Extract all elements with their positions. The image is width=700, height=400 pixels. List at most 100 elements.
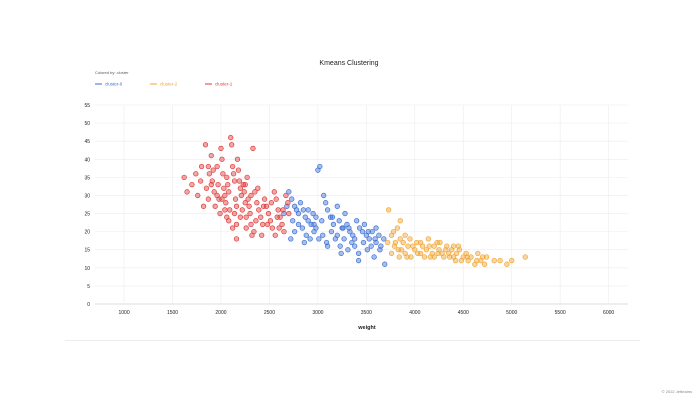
data-point[interactable]	[354, 218, 360, 224]
data-point[interactable]	[410, 243, 416, 249]
data-point[interactable]	[405, 243, 411, 249]
data-point[interactable]	[382, 261, 388, 267]
data-point[interactable]	[359, 228, 366, 235]
data-point[interactable]	[468, 254, 474, 260]
data-point[interactable]	[295, 210, 302, 217]
data-point[interactable]	[400, 239, 406, 246]
data-point[interactable]	[214, 163, 220, 170]
data-point[interactable]	[366, 236, 372, 242]
data-point[interactable]	[215, 181, 221, 188]
data-point[interactable]	[189, 181, 195, 188]
data-point[interactable]	[435, 250, 441, 256]
data-point[interactable]	[279, 221, 285, 228]
data-point[interactable]	[243, 225, 249, 231]
data-point[interactable]	[276, 225, 282, 231]
data-point[interactable]	[223, 200, 229, 206]
data-point[interactable]	[224, 214, 230, 220]
data-point[interactable]	[385, 239, 391, 246]
data-point[interactable]	[334, 203, 340, 209]
data-point[interactable]	[295, 221, 302, 228]
data-point[interactable]	[254, 200, 260, 206]
data-point[interactable]	[369, 228, 375, 235]
data-point[interactable]	[361, 221, 368, 228]
data-point[interactable]	[260, 203, 267, 209]
data-point[interactable]	[250, 145, 256, 152]
data-point[interactable]	[426, 243, 432, 249]
data-point[interactable]	[371, 254, 377, 260]
data-point[interactable]	[342, 210, 348, 217]
data-point[interactable]	[197, 178, 204, 184]
data-point[interactable]	[181, 174, 187, 181]
data-point[interactable]	[376, 232, 382, 238]
data-point[interactable]	[240, 181, 246, 188]
data-point[interactable]	[360, 239, 367, 246]
data-point[interactable]	[450, 243, 457, 249]
data-point[interactable]	[300, 207, 307, 213]
data-point[interactable]	[504, 261, 510, 267]
data-point[interactable]	[281, 228, 287, 235]
data-point[interactable]	[245, 196, 251, 202]
data-point[interactable]	[322, 200, 329, 206]
data-point[interactable]	[286, 210, 292, 217]
data-point[interactable]	[271, 189, 277, 195]
data-point[interactable]	[272, 232, 278, 238]
data-point[interactable]	[239, 207, 245, 213]
data-point[interactable]	[352, 236, 358, 242]
legend-item-cluster-2[interactable]: cluster-2	[150, 82, 178, 87]
data-point[interactable]	[202, 142, 209, 148]
data-point[interactable]	[475, 250, 481, 256]
data-point[interactable]	[474, 257, 480, 264]
data-point[interactable]	[421, 254, 428, 260]
data-point[interactable]	[273, 196, 279, 202]
data-point[interactable]	[336, 218, 342, 224]
data-point[interactable]	[233, 203, 240, 209]
data-point[interactable]	[368, 243, 374, 249]
data-point[interactable]	[285, 200, 291, 206]
data-point[interactable]	[460, 254, 466, 260]
data-point[interactable]	[237, 214, 244, 220]
data-point[interactable]	[419, 243, 426, 249]
data-point[interactable]	[373, 225, 379, 231]
data-point[interactable]	[224, 174, 230, 181]
data-point[interactable]	[205, 163, 212, 170]
data-point[interactable]	[427, 254, 433, 260]
data-point[interactable]	[305, 218, 311, 224]
data-point[interactable]	[408, 254, 414, 260]
data-point[interactable]	[404, 254, 410, 260]
data-point[interactable]	[243, 214, 249, 220]
data-point[interactable]	[267, 218, 274, 224]
data-point[interactable]	[236, 178, 243, 184]
data-point[interactable]	[237, 185, 244, 191]
data-point[interactable]	[456, 247, 463, 253]
data-point[interactable]	[260, 221, 266, 228]
data-point[interactable]	[233, 236, 240, 242]
data-point[interactable]	[394, 225, 401, 231]
data-point[interactable]	[328, 228, 335, 235]
data-point[interactable]	[340, 225, 346, 231]
data-point[interactable]	[313, 214, 319, 220]
data-point[interactable]	[261, 196, 268, 202]
data-point[interactable]	[334, 232, 340, 238]
data-point[interactable]	[316, 236, 322, 242]
data-point[interactable]	[330, 221, 337, 228]
data-point[interactable]	[228, 142, 235, 148]
data-point[interactable]	[283, 192, 289, 199]
data-point[interactable]	[269, 225, 275, 231]
data-point[interactable]	[217, 210, 223, 217]
data-point[interactable]	[355, 250, 362, 256]
data-point[interactable]	[453, 250, 460, 256]
data-point[interactable]	[388, 250, 395, 256]
data-point[interactable]	[210, 167, 216, 173]
data-point[interactable]	[229, 225, 236, 231]
data-point[interactable]	[229, 163, 236, 170]
legend-item-cluster-0[interactable]: cluster-0	[95, 82, 123, 87]
data-point[interactable]	[319, 218, 325, 224]
data-point[interactable]	[220, 171, 226, 177]
data-point[interactable]	[289, 196, 295, 202]
data-point[interactable]	[235, 167, 242, 173]
data-point[interactable]	[352, 243, 358, 249]
data-point[interactable]	[230, 171, 237, 177]
legend-item-cluster-1[interactable]: cluster-1	[205, 82, 233, 87]
data-point[interactable]	[377, 247, 383, 253]
data-point[interactable]	[218, 145, 224, 152]
